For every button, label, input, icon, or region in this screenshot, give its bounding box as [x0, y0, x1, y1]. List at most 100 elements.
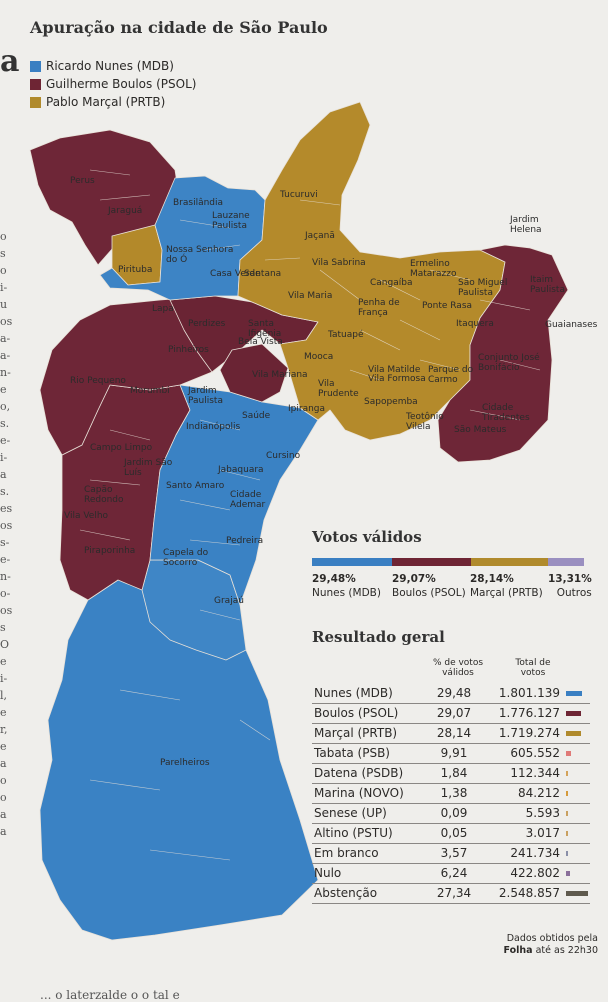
votos-validos-segment: [312, 558, 393, 566]
map-area-east: [437, 244, 569, 463]
row-pct: 28,14: [436, 726, 472, 740]
map-district-label: Cangaíba: [370, 278, 412, 288]
row-name: Altino (PSTU): [314, 826, 393, 840]
votos-validos-segment: [547, 558, 584, 566]
map-district-label: Itaquera: [456, 319, 494, 329]
page-title: Apuração na cidade de São Paulo: [30, 18, 328, 37]
map-district-label: Tatuapé: [327, 329, 364, 340]
votos-validos-item: 29,48% Nunes (MDB): [312, 572, 381, 600]
map-district-label: Conjunto José Bonifácio: [478, 352, 540, 373]
row-vote-bar: [566, 811, 568, 816]
row-total: 112.344: [510, 766, 560, 780]
row-pct: 1,84: [440, 766, 468, 780]
votos-validos-candidate: Outros: [556, 587, 592, 599]
row-pct: 1,38: [440, 786, 468, 800]
table-row: Altino (PSTU) 0,05 3.017: [312, 824, 590, 844]
map-district-label: Perdizes: [188, 319, 226, 329]
adjacent-column-fragment: a: [0, 757, 7, 770]
map-district-label: Casa Verde: [210, 269, 261, 279]
row-pct: 9,91: [440, 746, 468, 760]
row-vote-bar: [566, 791, 568, 796]
votos-validos-candidate: Nunes (MDB): [312, 587, 381, 599]
adjacent-column-fragment: n-: [0, 366, 11, 379]
source-note: Dados obtidos pela Folha até as 22h30: [490, 933, 598, 957]
row-total: 605.552: [510, 746, 560, 760]
table-row: Em branco 3,57 241.734: [312, 844, 590, 864]
legend-swatch-icon: [30, 60, 41, 72]
row-vote-bar: [566, 731, 581, 736]
adjacent-column-fragment: e: [0, 740, 7, 753]
legend-label: Guilherme Boulos (PSOL): [46, 77, 197, 91]
votos-validos-candidate: Boulos (PSOL): [392, 587, 466, 599]
map-district-label: Jardim Helena: [509, 215, 542, 235]
map-area-vila-mariana: [219, 343, 289, 403]
map-district-label: Santana: [244, 269, 281, 279]
map-district-label: Vila Mariana: [252, 370, 308, 380]
map-district-label: Campo Limpo: [90, 443, 153, 453]
row-pct: 3,57: [440, 846, 468, 860]
adjacent-column-fragment: s.: [0, 417, 10, 430]
adjacent-column-fragment: s: [0, 621, 6, 634]
adjacent-column-fragment: o: [0, 230, 7, 243]
row-name: Abstenção: [314, 886, 378, 900]
resultado-table: Nunes (MDB) 29,48 1.801.139 Boulos (PSOL) 29…: [312, 684, 590, 904]
row-vote-bar: [566, 691, 582, 696]
adjacent-column-fragment: i-: [0, 672, 8, 685]
votos-validos-values: 29,48% Nunes (MDB) 29,07% Boulos (PSOL) …: [312, 572, 592, 606]
votos-validos-segment: [471, 558, 548, 566]
map-district-label: Perus: [70, 176, 95, 186]
votos-validos-bar: [312, 558, 584, 566]
legend-label: Ricardo Nunes (MDB): [46, 59, 174, 73]
adjacent-column-fragment: s-: [0, 536, 10, 549]
row-name: Marçal (PRTB): [314, 726, 398, 740]
map-district-label: Vila Maria: [288, 291, 332, 301]
row-vote-bar: [566, 771, 568, 776]
row-vote-bar: [566, 831, 568, 836]
legend-item-boulos: Guilherme Boulos (PSOL): [30, 75, 196, 93]
adjacent-column-letter: a: [0, 44, 20, 79]
adjacent-column-fragment: O: [0, 638, 10, 651]
adjacent-column-fragment: o-: [0, 587, 11, 600]
votos-validos-pct: 29,48%: [312, 573, 356, 585]
row-total: 2.548.857: [498, 886, 560, 900]
row-total: 84.212: [518, 786, 560, 800]
map-district-label: São Miguel Paulista: [458, 278, 507, 298]
votos-validos-item: 29,07% Boulos (PSOL): [392, 572, 466, 600]
adjacent-column-fragment: o: [0, 774, 7, 787]
table-row: Boulos (PSOL) 29,07 1.776.127: [312, 704, 590, 724]
map-district-label: Santa Ifigênia: [248, 319, 281, 339]
row-vote-bar: [566, 851, 569, 856]
adjacent-column-fragment: es: [0, 502, 13, 515]
row-name: Marina (NOVO): [314, 786, 404, 800]
map-district-label: Guaianases: [545, 320, 598, 330]
adjacent-column-fragment: o: [0, 264, 7, 277]
map-legend: Ricardo Nunes (MDB) Guilherme Boulos (PS…: [30, 57, 196, 111]
row-pct: 27,34: [436, 886, 472, 900]
map-district-label: São Mateus: [454, 425, 507, 435]
row-total: 1.776.127: [498, 706, 560, 720]
adjacent-column-text: o s o i-u os a-a-n-e o, s. e-i-a s. es os s-e-n-o-os…: [0, 228, 14, 840]
votos-validos-candidate: Marçal (PRTB): [470, 587, 543, 599]
map-district-label: Morumbi: [130, 386, 170, 396]
map-district-label: Vila Prudente: [318, 379, 359, 399]
votos-validos-pct: 13,31%: [548, 573, 592, 585]
map-district-label: Teotônio Vilela: [405, 411, 444, 432]
map-district-label: Ponte Rasa: [422, 301, 472, 311]
map-district-label: Parelheiros: [160, 758, 210, 768]
row-total: 3.017: [525, 826, 560, 840]
adjacent-column-fragment: a-: [0, 349, 11, 362]
adjacent-column-fragment: e: [0, 655, 7, 668]
map-district-label: Brasilândia: [173, 198, 223, 208]
row-pct: 0,05: [440, 826, 468, 840]
adjacent-column-fragment: a: [0, 825, 7, 838]
map-district-label: Cursino: [266, 451, 301, 461]
adjacent-column-fragment: os: [0, 604, 13, 617]
adjacent-column-fragment: e: [0, 383, 7, 396]
map-district-label: Jardim São Luís: [123, 458, 173, 478]
adjacent-column-fragment: i-: [0, 451, 8, 464]
map-district-label: Lauzane Paulista: [212, 211, 250, 231]
map-district-label: Jaraguá: [107, 206, 142, 216]
map-district-label: Parque do Carmo: [428, 365, 474, 385]
